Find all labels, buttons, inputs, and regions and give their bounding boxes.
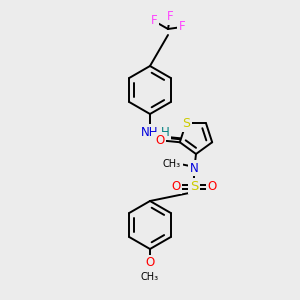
Text: F: F (167, 11, 173, 23)
Text: NH: NH (141, 125, 159, 139)
Text: CH₃: CH₃ (141, 272, 159, 282)
Text: N: N (190, 161, 198, 175)
Text: S: S (190, 179, 198, 193)
Text: F: F (151, 14, 157, 28)
Text: F: F (179, 20, 185, 34)
Text: CH₃: CH₃ (163, 159, 181, 169)
Text: H: H (161, 125, 170, 139)
Text: O: O (207, 179, 217, 193)
Text: S: S (182, 117, 190, 130)
Text: O: O (146, 256, 154, 269)
Text: O: O (171, 179, 181, 193)
Text: O: O (155, 134, 164, 147)
